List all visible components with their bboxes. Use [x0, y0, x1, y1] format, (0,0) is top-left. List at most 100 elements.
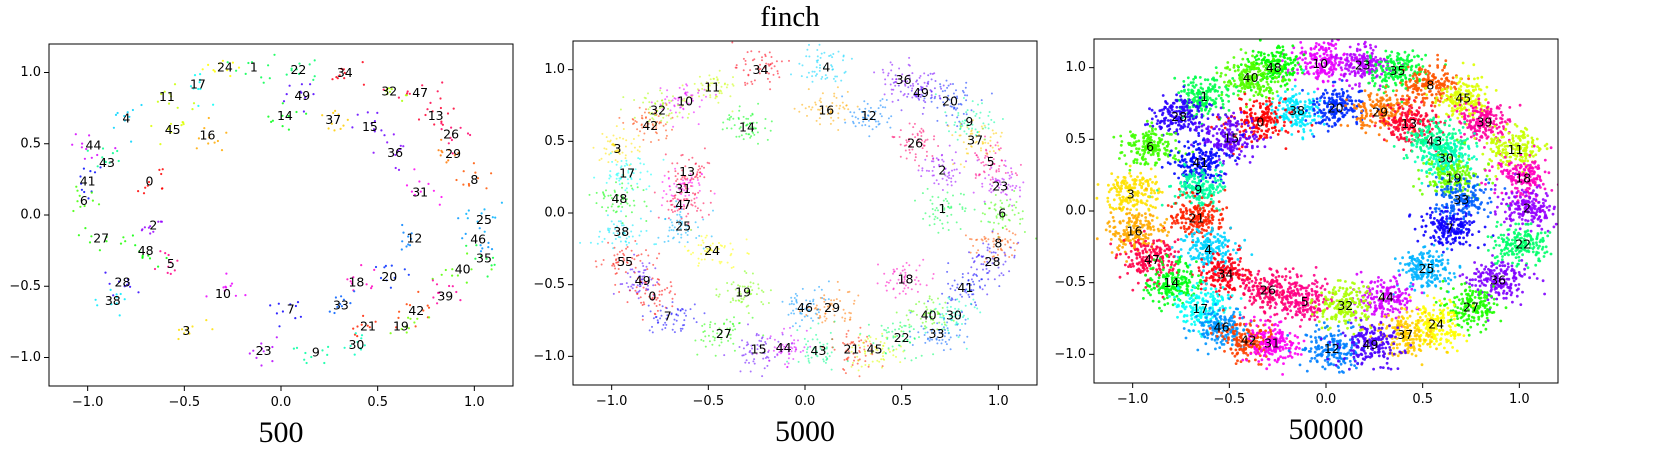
- scatter-point: [169, 92, 172, 95]
- y-tick-label: 0.5: [544, 134, 565, 149]
- scatter-point: [605, 148, 608, 151]
- scatter-point: [860, 365, 863, 368]
- scatter-point: [1315, 52, 1319, 55]
- scatter-point: [169, 95, 173, 98]
- scatter-point: [462, 183, 465, 186]
- scatter-point: [702, 331, 705, 333]
- scatter-point: [945, 79, 948, 82]
- scatter-point: [994, 177, 997, 180]
- scatter-point: [892, 336, 895, 339]
- scatter-point: [956, 107, 959, 110]
- scatter-point: [941, 323, 943, 326]
- scatter-point: [973, 306, 976, 309]
- scatter-point: [775, 60, 778, 63]
- scatter-point: [933, 72, 936, 75]
- scatter-point: [607, 194, 610, 197]
- scatter-point: [769, 335, 772, 338]
- scatter-point: [761, 56, 763, 59]
- scatter-point: [691, 156, 694, 159]
- scatter-point: [745, 117, 748, 120]
- scatter-point: [1273, 80, 1277, 84]
- scatter-point: [690, 176, 693, 179]
- scatter-point: [907, 86, 910, 89]
- scatter-point: [665, 114, 668, 117]
- scatter-point: [988, 270, 991, 272]
- scatter-point: [781, 333, 784, 336]
- scatter-point: [349, 302, 352, 305]
- scatter-point: [1269, 88, 1273, 92]
- cluster-label: 30: [348, 337, 364, 352]
- scatter-point: [729, 337, 732, 340]
- scatter-point: [892, 88, 895, 91]
- cluster-0-points: [618, 277, 676, 321]
- scatter-point: [806, 48, 809, 51]
- scatter-point: [633, 204, 636, 207]
- scatter-point: [448, 284, 451, 288]
- scatter-point: [923, 312, 926, 314]
- scatter-point: [897, 84, 900, 87]
- scatter-point: [614, 272, 617, 275]
- scatter-point: [1256, 87, 1260, 90]
- scatter-point: [808, 361, 811, 364]
- scatter-point: [479, 250, 483, 253]
- scatter-point: [639, 274, 641, 277]
- scatter-point: [701, 239, 704, 242]
- scatter-point: [621, 174, 624, 176]
- scatter-point: [945, 312, 948, 315]
- scatter-point: [1372, 59, 1376, 62]
- scatter-point: [667, 235, 670, 238]
- scatter-point: [864, 354, 867, 357]
- scatter-point: [407, 316, 410, 319]
- scatter-point: [647, 122, 650, 125]
- scatter-point: [1363, 56, 1367, 60]
- scatter-point: [1360, 54, 1364, 58]
- scatter-point: [141, 255, 144, 259]
- scatter-point: [842, 368, 845, 370]
- scatter-point: [727, 339, 730, 342]
- scatter-point: [696, 179, 699, 181]
- scatter-point: [672, 95, 674, 98]
- scatter-point: [749, 370, 752, 373]
- scatter-point: [779, 343, 782, 346]
- scatter-point: [948, 174, 951, 177]
- scatter-point: [1441, 87, 1445, 91]
- scatter-point: [871, 353, 874, 356]
- scatter-point: [417, 290, 420, 293]
- scatter-point: [671, 116, 674, 119]
- scatter-point: [846, 358, 849, 361]
- scatter-point: [941, 328, 944, 331]
- scatter-point: [1407, 53, 1411, 57]
- scatter-point: [1450, 82, 1454, 85]
- scatter-point: [339, 127, 342, 130]
- scatter-point: [640, 280, 643, 283]
- scatter-point: [1007, 171, 1009, 174]
- scatter-point: [655, 132, 658, 135]
- scatter-point: [1304, 50, 1307, 54]
- scatter-point: [949, 83, 952, 86]
- scatter-point: [947, 329, 950, 332]
- scatter-point: [709, 321, 712, 324]
- scatter-point: [696, 207, 699, 210]
- cluster-16-points: [195, 116, 228, 152]
- scatter-point: [1445, 87, 1449, 91]
- scatter-point: [221, 59, 224, 62]
- scatter-point: [982, 242, 985, 245]
- scatter-point: [619, 236, 622, 239]
- scatter-point: [818, 341, 821, 344]
- scatter-point: [673, 226, 676, 229]
- scatter-point: [705, 234, 708, 237]
- scatter-point: [680, 217, 683, 220]
- scatter-point: [903, 282, 905, 285]
- scatter-point: [821, 346, 824, 349]
- scatter-point: [270, 120, 273, 123]
- scatter-point: [742, 138, 745, 141]
- scatter-point: [281, 114, 284, 117]
- cluster-label: 4: [822, 59, 830, 74]
- scatter-point: [1425, 96, 1429, 100]
- scatter-point: [957, 114, 960, 117]
- scatter-point: [961, 89, 964, 92]
- scatter-point: [830, 302, 833, 305]
- scatter-point: [943, 104, 946, 107]
- scatter-point: [1381, 68, 1385, 72]
- scatter-point: [790, 73, 792, 76]
